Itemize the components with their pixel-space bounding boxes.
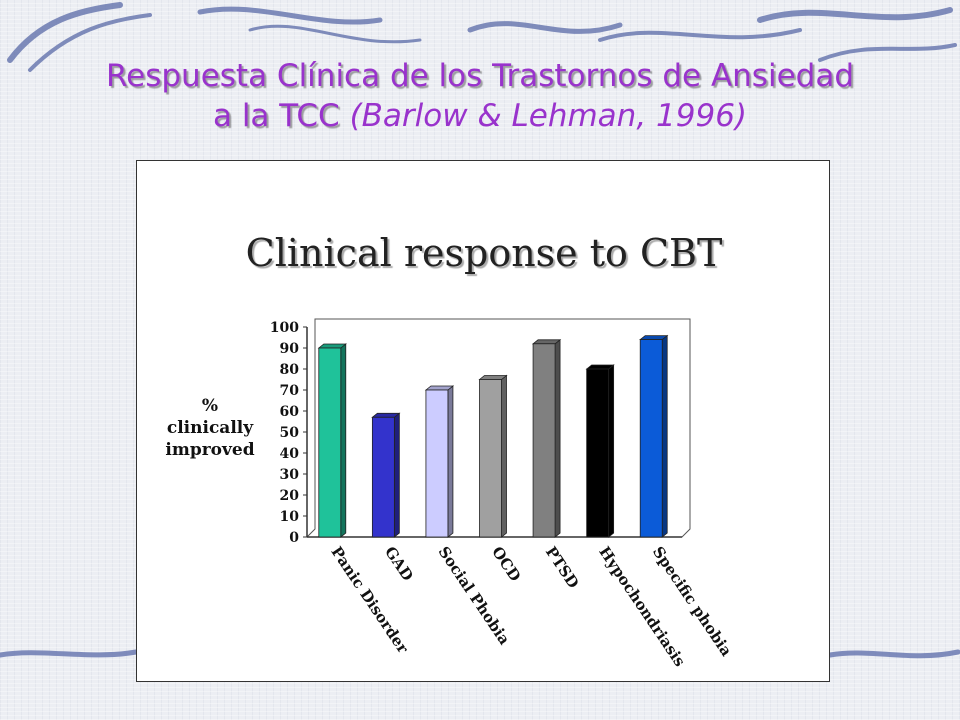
bar-top bbox=[531, 339, 562, 345]
bar-front bbox=[586, 368, 610, 538]
bar-side bbox=[501, 374, 507, 538]
bar-front bbox=[639, 339, 663, 538]
y-tick-label: 80 bbox=[280, 362, 300, 378]
bar bbox=[639, 334, 669, 538]
y-tick-label: 100 bbox=[270, 320, 299, 336]
y-axis-label-line2: clinically bbox=[166, 418, 254, 438]
y-axis-label-line3: improved bbox=[165, 440, 255, 460]
y-tick-label: 90 bbox=[280, 341, 300, 357]
slide-title-line1: Respuesta Clínica de los Trastornos de A… bbox=[106, 58, 854, 94]
bar-front bbox=[318, 347, 342, 538]
bar bbox=[424, 385, 455, 538]
y-axis-label-line1: % bbox=[201, 396, 219, 416]
bar bbox=[585, 364, 615, 538]
y-tick-label: 70 bbox=[280, 383, 300, 399]
bar-side bbox=[340, 343, 347, 538]
bar-top bbox=[317, 343, 347, 349]
bar-front bbox=[479, 379, 502, 538]
chart-frame: Clinical response to CBT % clinically im… bbox=[136, 160, 830, 682]
y-axis-label: % clinically improved bbox=[155, 395, 265, 461]
x-tick-label: PTSD bbox=[542, 543, 583, 591]
x-tick-label: OCD bbox=[488, 543, 524, 585]
y-tick-label: 60 bbox=[280, 404, 300, 420]
bar-top bbox=[424, 385, 455, 391]
bar bbox=[531, 338, 562, 538]
chart-title: Clinical response to CBT bbox=[245, 231, 723, 275]
bar-front bbox=[425, 389, 449, 538]
y-tick-label: 0 bbox=[289, 530, 299, 546]
y-tick-label: 20 bbox=[280, 488, 300, 504]
x-tick-label: GAD bbox=[381, 543, 417, 584]
bar bbox=[478, 374, 508, 538]
y-tick-label: 10 bbox=[280, 509, 300, 525]
slide-title-tcc: a la TCC bbox=[212, 98, 340, 134]
bar-side bbox=[661, 334, 668, 538]
bar-side bbox=[608, 364, 615, 538]
bar-top bbox=[371, 412, 401, 418]
bar-top bbox=[478, 375, 508, 380]
bar-side bbox=[554, 338, 561, 538]
bar bbox=[317, 343, 347, 538]
bar-front bbox=[371, 416, 395, 538]
y-tick-label: 40 bbox=[280, 446, 300, 462]
slide-title: Respuesta Clínica de los Trastornos de A… bbox=[0, 56, 960, 136]
y-tick-label: 50 bbox=[280, 425, 300, 441]
bar bbox=[371, 412, 401, 538]
slide-title-citation: (Barlow & Lehman, 1996) bbox=[349, 98, 748, 134]
bar-top bbox=[639, 335, 669, 341]
bar-side bbox=[447, 385, 454, 538]
bar-side bbox=[393, 412, 400, 538]
bar-front bbox=[532, 343, 556, 538]
bar-top bbox=[585, 364, 615, 370]
slide-title-line2: a la TCC (Barlow & Lehman, 1996) bbox=[0, 96, 960, 136]
y-tick-label: 30 bbox=[280, 467, 300, 483]
